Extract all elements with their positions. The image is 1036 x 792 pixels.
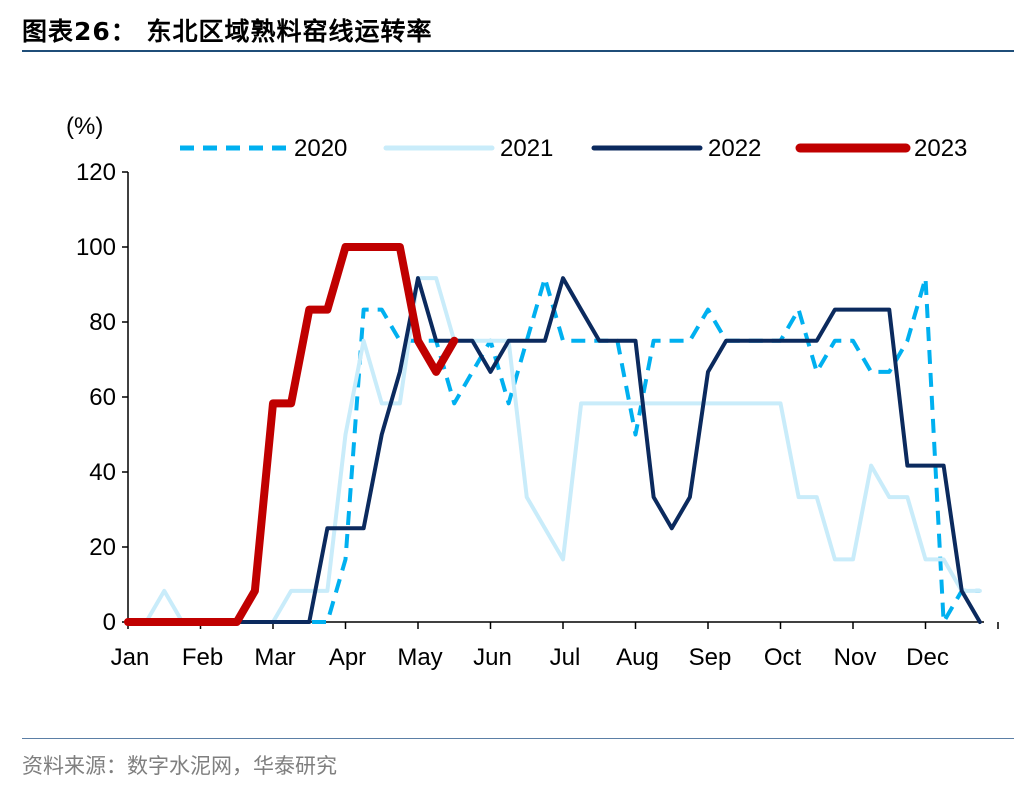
y-tick-label: 60 [89, 384, 116, 411]
y-unit-label: (%) [66, 113, 103, 140]
y-tick-label: 0 [103, 609, 116, 636]
axes: 0 20 40 60 80 100 120 Jan Feb Mar Apr May Jun Jul Aug S… [76, 159, 999, 671]
series-line-2023 [124, 243, 459, 626]
legend: 2020 2021 2022 2023 [180, 135, 967, 162]
x-tick-label: Oct [764, 644, 802, 671]
x-tick-label: Jul [550, 644, 581, 671]
legend-label-2020: 2020 [294, 135, 347, 162]
y-tick-label: 20 [89, 534, 116, 561]
title-divider [22, 50, 1014, 52]
legend-label-2023: 2023 [914, 135, 967, 162]
legend-label-2022: 2022 [708, 135, 761, 162]
x-tick-label: Sep [689, 644, 732, 671]
x-tick-label: Feb [182, 644, 223, 671]
source-note: 资料来源：数字水泥网，华泰研究 [22, 754, 337, 778]
y-tick-label: 120 [76, 159, 116, 186]
x-tick-label: Jun [473, 644, 512, 671]
y-tick-label: 100 [76, 234, 116, 261]
x-tick-label: Jan [111, 644, 150, 671]
x-tick-label: Dec [906, 644, 949, 671]
legend-label-2021: 2021 [500, 135, 553, 162]
x-tick-label: Aug [616, 644, 659, 671]
series-layer [124, 243, 982, 626]
x-tick-label: Mar [254, 644, 295, 671]
line-chart: (%) 2020 2021 2022 2023 0 20 40 60 80 100 120 Jan F… [66, 113, 999, 671]
chart-title: 图表26： 东北区域熟料窑线运转率 [22, 17, 433, 46]
series-line-2022 [126, 276, 982, 624]
x-tick-label: Nov [834, 644, 877, 671]
x-tick-label: May [397, 644, 442, 671]
y-tick-label: 40 [89, 459, 116, 486]
footer-divider [22, 738, 1014, 739]
x-tick-label: Apr [329, 644, 366, 671]
y-tick-label: 80 [89, 309, 116, 336]
